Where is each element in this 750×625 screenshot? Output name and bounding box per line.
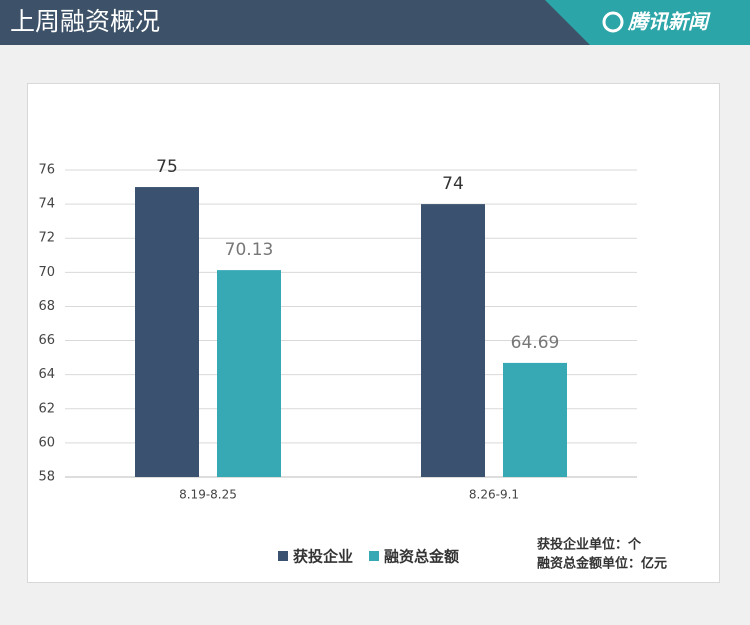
x-tick-label: 8.19-8.25: [179, 488, 237, 502]
legend-swatch: [369, 551, 380, 561]
y-tick-label: 74: [38, 197, 55, 212]
header-title: 上周融资概况: [10, 7, 160, 36]
data-label: 74: [442, 174, 464, 194]
y-tick-label: 60: [38, 435, 55, 450]
unit-note: 获投企业单位：个: [537, 537, 642, 553]
data-label: 75: [156, 157, 178, 177]
chart-panel: [27, 83, 720, 583]
x-tick-label: 8.26-9.1: [469, 488, 519, 502]
bar: [135, 187, 199, 478]
header-brand-area: [545, 0, 750, 45]
brand-logo: [602, 11, 624, 33]
y-tick-label: 72: [38, 231, 55, 246]
y-tick-label: 58: [38, 470, 55, 485]
brand-name: 腾讯新闻: [627, 10, 711, 34]
legend-label: 获投企业: [293, 548, 353, 566]
y-tick-label: 62: [38, 401, 55, 416]
data-label: 70.13: [225, 240, 274, 260]
bar: [503, 362, 567, 477]
y-tick-label: 76: [38, 163, 55, 178]
y-tick-label: 64: [38, 367, 55, 382]
legend-swatch: [278, 551, 288, 561]
y-tick-label: 70: [38, 265, 55, 280]
legend-label: 融资总金额: [384, 548, 459, 566]
y-tick-label: 66: [38, 333, 55, 348]
data-label: 64.69: [511, 333, 560, 353]
bar: [421, 204, 485, 477]
y-tick-label: 68: [38, 299, 55, 314]
unit-note: 融资总金额单位：亿元: [537, 556, 667, 572]
bar: [217, 270, 281, 477]
